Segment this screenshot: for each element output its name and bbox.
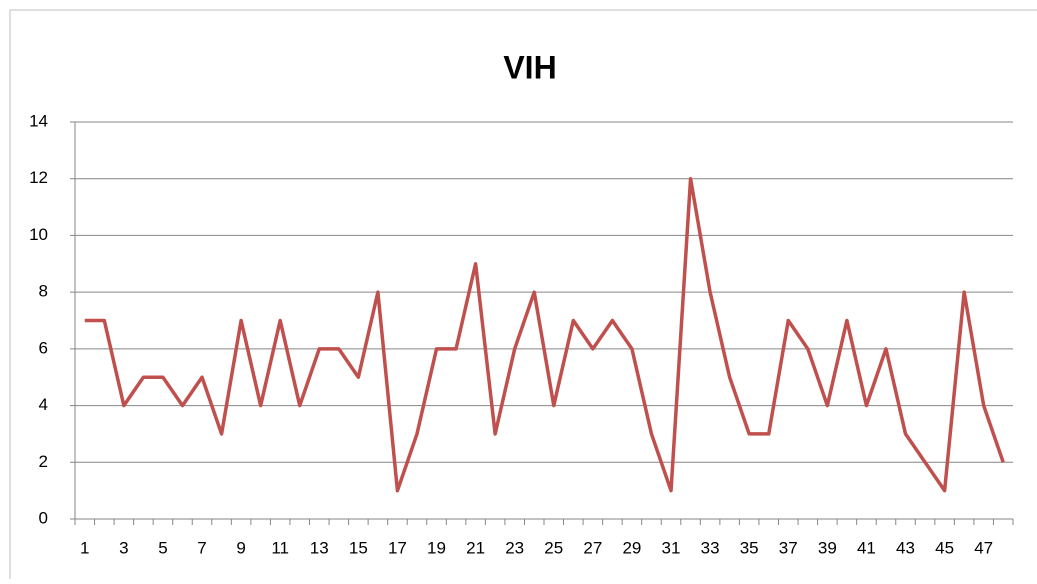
x-tick-label: 11 bbox=[271, 538, 289, 557]
x-tick-label: 37 bbox=[779, 538, 798, 557]
y-tick-label: 14 bbox=[29, 111, 48, 130]
x-tick-label: 33 bbox=[701, 538, 720, 557]
x-tick-label: 39 bbox=[818, 538, 837, 557]
y-tick-label: 0 bbox=[39, 508, 48, 527]
x-tick-label: 25 bbox=[544, 538, 563, 557]
y-tick-label: 4 bbox=[39, 395, 48, 414]
x-tick-label: 1 bbox=[80, 538, 89, 557]
x-tick-label: 19 bbox=[427, 538, 446, 557]
x-tick-label: 5 bbox=[158, 538, 167, 557]
x-tick-label: 29 bbox=[622, 538, 641, 557]
x-tick-label: 15 bbox=[349, 538, 368, 557]
y-tick-label: 8 bbox=[39, 282, 48, 301]
x-tick-label: 27 bbox=[583, 538, 602, 557]
x-tick-label: 17 bbox=[388, 538, 407, 557]
x-tick-label: 31 bbox=[662, 538, 681, 557]
chart-frame bbox=[9, 9, 1037, 579]
chart-title: VIH bbox=[503, 49, 556, 85]
x-tick-label: 41 bbox=[857, 538, 876, 557]
data-line bbox=[84, 176, 1005, 493]
x-tick-label: 21 bbox=[466, 538, 485, 557]
x-tick-label: 9 bbox=[236, 538, 245, 557]
x-tick-label: 45 bbox=[935, 538, 954, 557]
x-tick-label: 35 bbox=[740, 538, 759, 557]
x-tick-label: 23 bbox=[505, 538, 524, 557]
y-tick-label: 10 bbox=[29, 225, 48, 244]
x-tick-label: 3 bbox=[119, 538, 128, 557]
y-tick-label: 12 bbox=[29, 168, 48, 187]
y-tick-label: 6 bbox=[39, 338, 48, 357]
x-tick-label: 7 bbox=[197, 538, 206, 557]
y-tick-label: 2 bbox=[39, 452, 48, 471]
x-tick-label: 43 bbox=[896, 538, 915, 557]
x-tick-label: 47 bbox=[974, 538, 993, 557]
x-tick-label: 13 bbox=[310, 538, 329, 557]
